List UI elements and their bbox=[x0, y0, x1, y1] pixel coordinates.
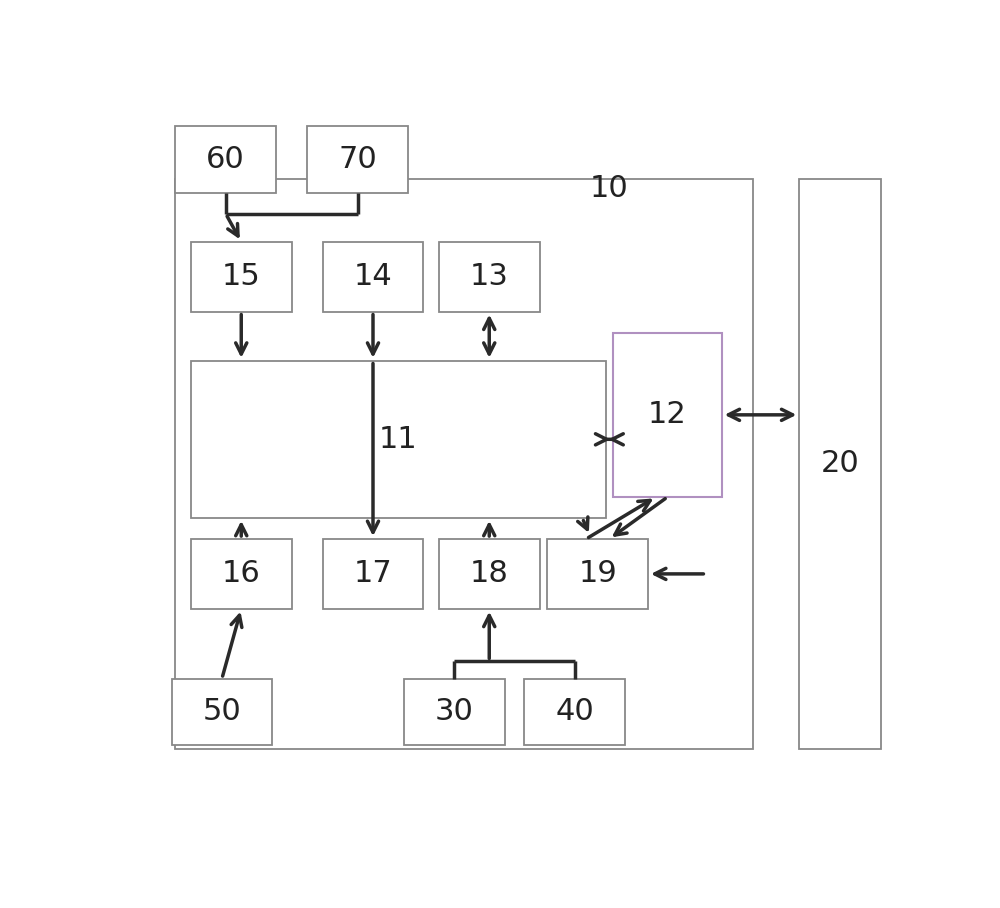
Bar bbox=[191, 360, 606, 518]
Bar bbox=[191, 242, 292, 311]
Bar bbox=[175, 126, 276, 192]
Text: 14: 14 bbox=[354, 262, 392, 291]
Text: 50: 50 bbox=[202, 697, 241, 726]
Bar bbox=[191, 539, 292, 609]
Bar bbox=[175, 179, 753, 749]
Bar bbox=[323, 242, 423, 311]
Bar bbox=[799, 179, 881, 749]
Text: 60: 60 bbox=[206, 145, 245, 174]
Bar bbox=[323, 539, 423, 609]
Text: 19: 19 bbox=[578, 559, 617, 588]
Text: 15: 15 bbox=[222, 262, 261, 291]
Text: 40: 40 bbox=[555, 697, 594, 726]
Text: 18: 18 bbox=[470, 559, 509, 588]
Bar bbox=[524, 679, 625, 745]
Bar bbox=[172, 679, 272, 745]
Bar bbox=[547, 539, 648, 609]
Text: 11: 11 bbox=[379, 425, 418, 454]
Text: 70: 70 bbox=[338, 145, 377, 174]
Text: 20: 20 bbox=[821, 449, 859, 479]
Bar bbox=[439, 242, 540, 311]
Bar bbox=[404, 679, 505, 745]
Bar bbox=[613, 332, 722, 497]
Text: 30: 30 bbox=[435, 697, 474, 726]
Text: 10: 10 bbox=[590, 174, 629, 203]
Text: 17: 17 bbox=[354, 559, 392, 588]
Text: 12: 12 bbox=[648, 400, 687, 429]
Bar bbox=[439, 539, 540, 609]
Bar bbox=[307, 126, 408, 192]
Text: 13: 13 bbox=[470, 262, 509, 291]
Text: 16: 16 bbox=[222, 559, 261, 588]
